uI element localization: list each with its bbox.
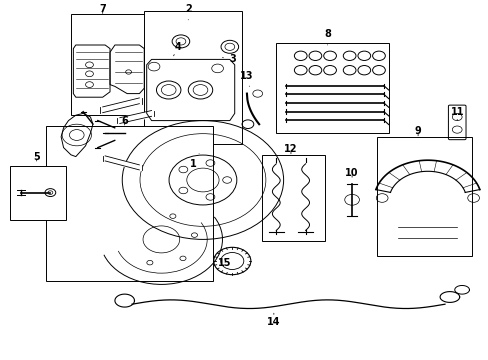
Bar (276, 43, 388, 133)
Text: 9: 9 (414, 126, 421, 136)
Text: 11: 11 (449, 107, 463, 121)
Text: 8: 8 (324, 29, 330, 45)
Text: 12: 12 (284, 144, 297, 154)
Text: 5: 5 (33, 152, 40, 162)
Bar (144, 11, 242, 144)
Text: 6: 6 (121, 116, 128, 126)
Bar (376, 137, 471, 256)
Text: 1: 1 (189, 154, 199, 169)
Text: 3: 3 (222, 54, 235, 64)
Text: 14: 14 (266, 313, 280, 327)
Text: 13: 13 (240, 71, 253, 86)
Bar (10, 166, 66, 220)
Bar (261, 155, 325, 241)
Text: 7: 7 (99, 4, 106, 14)
Text: 4: 4 (173, 42, 182, 56)
Text: 15: 15 (218, 258, 231, 268)
Bar (71, 14, 149, 115)
Text: 2: 2 (184, 4, 191, 20)
Bar (46, 126, 212, 281)
Text: 10: 10 (345, 168, 358, 178)
